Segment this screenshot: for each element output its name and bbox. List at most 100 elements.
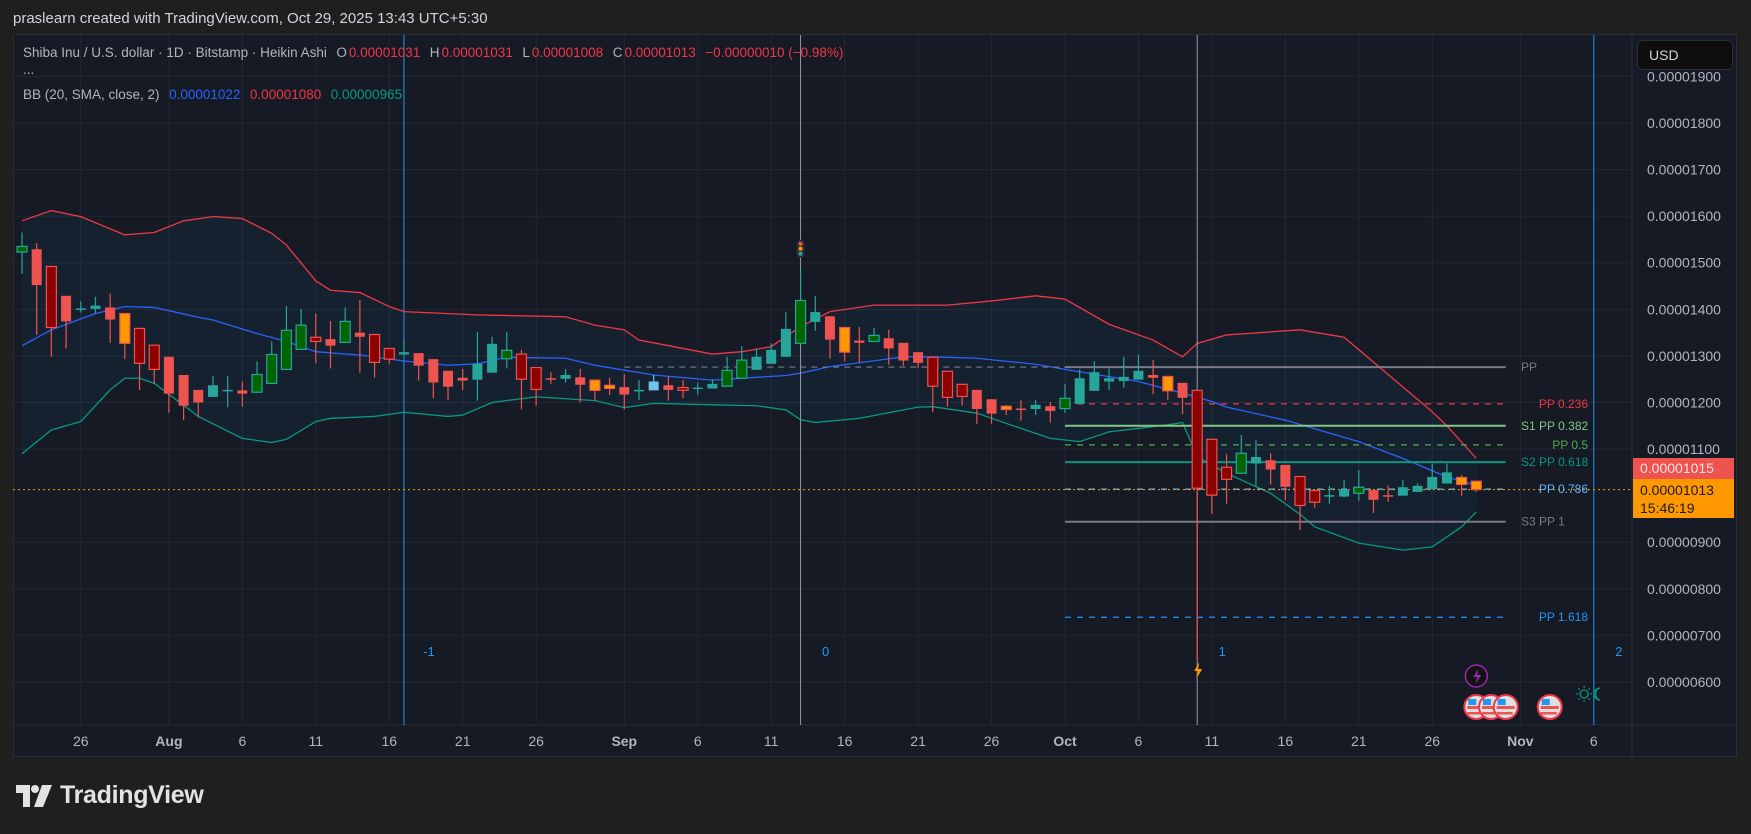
tradingview-logo[interactable]: TradingView <box>16 781 204 810</box>
candle[interactable] <box>1118 356 1129 388</box>
candle[interactable] <box>193 389 204 418</box>
candle[interactable] <box>1456 475 1468 496</box>
candle[interactable] <box>163 356 174 413</box>
candle[interactable] <box>75 301 86 313</box>
lightning-circle-icon[interactable] <box>1464 664 1489 688</box>
candle[interactable] <box>545 372 556 384</box>
candle[interactable] <box>1133 354 1144 380</box>
candle[interactable] <box>1265 453 1276 485</box>
candle[interactable] <box>457 368 468 390</box>
candle[interactable] <box>443 370 454 401</box>
candle[interactable] <box>854 327 865 363</box>
candle[interactable] <box>1000 404 1012 416</box>
candle[interactable] <box>368 333 381 378</box>
candle[interactable] <box>487 336 498 373</box>
candle[interactable] <box>207 375 218 397</box>
chart-panel[interactable] <box>13 34 1737 757</box>
symbol-info[interactable]: Shiba Inu / U.S. dollar · 1D · Bitstamp … <box>23 45 327 60</box>
candle[interactable] <box>1383 485 1394 502</box>
candle[interactable] <box>1220 454 1233 504</box>
candle[interactable] <box>1412 483 1423 492</box>
candle[interactable] <box>119 312 131 360</box>
candle[interactable] <box>61 295 72 349</box>
candle[interactable] <box>178 374 189 421</box>
candle[interactable] <box>530 366 542 406</box>
candle[interactable] <box>1441 463 1452 484</box>
legend-bb-row[interactable]: BB (20, SMA, close, 2) 0.00001022 0.0000… <box>23 87 404 102</box>
candle[interactable] <box>677 380 689 399</box>
candle[interactable] <box>1104 368 1115 390</box>
candle[interactable] <box>105 293 116 343</box>
candle[interactable] <box>575 368 586 403</box>
candle[interactable] <box>31 243 42 335</box>
candle[interactable] <box>515 349 528 410</box>
candle[interactable] <box>1339 479 1350 498</box>
candle[interactable] <box>986 399 997 424</box>
candle[interactable] <box>751 348 762 370</box>
candle[interactable] <box>1191 389 1203 660</box>
candle[interactable] <box>1353 470 1365 501</box>
candle[interactable] <box>1470 480 1482 492</box>
legend-more-button[interactable]: ... <box>23 62 35 77</box>
candle[interactable] <box>310 313 322 364</box>
candle[interactable] <box>1235 435 1247 474</box>
candle[interactable] <box>383 347 395 365</box>
candle[interactable] <box>90 296 101 314</box>
candle[interactable] <box>1148 360 1159 395</box>
candle[interactable] <box>266 341 278 384</box>
candle[interactable] <box>354 300 365 373</box>
sun-moon-icon[interactable] <box>1576 686 1601 702</box>
candle[interactable] <box>633 380 644 401</box>
candle[interactable] <box>45 265 57 357</box>
candle[interactable] <box>1045 402 1056 423</box>
candle[interactable] <box>1074 369 1085 404</box>
candle[interactable] <box>941 370 954 407</box>
candle[interactable] <box>148 344 160 384</box>
candle[interactable] <box>589 379 601 401</box>
candle[interactable] <box>501 332 513 369</box>
candle[interactable] <box>810 295 821 331</box>
candle[interactable] <box>780 312 791 357</box>
candle[interactable] <box>971 389 982 424</box>
us-flag-icon[interactable] <box>1492 694 1519 720</box>
candle[interactable] <box>956 383 968 406</box>
candle[interactable] <box>898 342 909 366</box>
candle[interactable] <box>913 352 924 369</box>
candle[interactable] <box>868 327 880 343</box>
candle[interactable] <box>413 353 424 381</box>
candle[interactable] <box>428 359 439 399</box>
candle[interactable] <box>16 232 28 274</box>
lightning-icon[interactable] <box>1194 662 1203 679</box>
candle[interactable] <box>1427 463 1438 490</box>
candle[interactable] <box>280 306 293 371</box>
candle[interactable] <box>295 308 307 350</box>
candle[interactable] <box>222 375 233 408</box>
candle[interactable] <box>619 374 630 410</box>
candle[interactable] <box>1206 438 1218 514</box>
candle[interactable] <box>794 270 807 344</box>
candle[interactable] <box>1280 464 1291 501</box>
candle[interactable] <box>1324 485 1335 504</box>
candle[interactable] <box>1177 382 1188 415</box>
candle[interactable] <box>560 368 571 383</box>
candle[interactable] <box>1397 479 1408 496</box>
candle[interactable] <box>824 316 835 359</box>
candle[interactable] <box>648 374 659 391</box>
candle[interactable] <box>1309 489 1321 508</box>
candle[interactable] <box>1250 440 1261 486</box>
candle[interactable] <box>883 329 894 365</box>
candle[interactable] <box>398 340 409 356</box>
candle[interactable] <box>237 381 248 407</box>
candle[interactable] <box>1089 361 1100 391</box>
candle[interactable] <box>339 307 351 343</box>
candle[interactable] <box>1030 400 1041 416</box>
candle[interactable] <box>707 379 718 389</box>
candle[interactable] <box>1015 400 1026 421</box>
candle[interactable] <box>766 343 777 364</box>
candle[interactable] <box>1368 490 1379 513</box>
candle[interactable] <box>325 320 336 369</box>
candle[interactable] <box>663 376 674 401</box>
candle[interactable] <box>472 332 483 401</box>
candle[interactable] <box>839 326 851 362</box>
